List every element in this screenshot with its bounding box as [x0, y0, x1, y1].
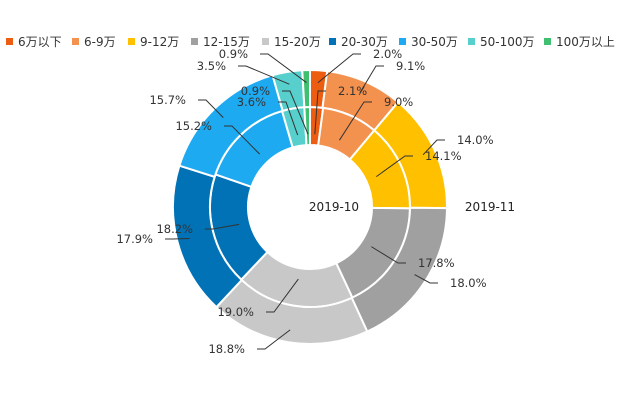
data-labels: 2.1%9.0%14.1%17.8%19.0%18.2%15.2%3.6%0.9…: [116, 47, 493, 356]
legend-item-label[interactable]: 12-15万: [203, 35, 250, 49]
outer-slice-label: 17.9%: [116, 232, 153, 246]
inner-series-name: 2019-10: [309, 200, 359, 214]
inner-label-leader: [339, 101, 372, 141]
outer-slice-label: 14.0%: [457, 133, 494, 147]
outer-slice-label: 3.5%: [197, 59, 226, 73]
legend-item-label[interactable]: 6万以下: [18, 35, 62, 49]
legend-swatch[interactable]: [262, 38, 269, 45]
inner-slice-label: 9.0%: [384, 95, 413, 109]
legend-item-label[interactable]: 15-20万: [274, 35, 321, 49]
inner-slice-label: 19.0%: [217, 305, 254, 319]
outer-label-leader: [414, 274, 438, 284]
inner-label-leader: [224, 125, 261, 155]
inner-slice-label: 0.9%: [241, 84, 270, 98]
rings: [172, 68, 449, 345]
legend-swatch[interactable]: [544, 38, 551, 45]
inner-slice-label: 18.2%: [156, 222, 193, 236]
legend-swatch[interactable]: [399, 38, 406, 45]
outer-label-leader: [317, 53, 361, 84]
outer-ring-slice[interactable]: [301, 68, 311, 109]
legend-item-label[interactable]: 20-30万: [341, 35, 388, 49]
outer-series-name: 2019-11: [465, 200, 515, 214]
inner-label-leader: [371, 246, 406, 264]
outer-slice-label: 0.9%: [219, 47, 248, 61]
inner-label-leader: [266, 278, 299, 313]
legend-item-label[interactable]: 9-12万: [140, 35, 179, 49]
legend-item-label[interactable]: 50-100万: [480, 35, 535, 49]
outer-slice-label: 18.0%: [450, 276, 487, 290]
legend-item-label[interactable]: 100万以上: [556, 35, 615, 49]
legend-swatch[interactable]: [191, 38, 198, 45]
inner-label-leader: [314, 90, 326, 135]
legend-swatch[interactable]: [468, 38, 475, 45]
inner-slice-label: 17.8%: [418, 256, 455, 270]
outer-label-leader: [238, 65, 290, 85]
inner-slice-label: 3.6%: [237, 95, 266, 109]
inner-label-leader: [205, 223, 240, 230]
legend-item-label[interactable]: 30-50万: [411, 35, 458, 49]
legend-swatch[interactable]: [6, 38, 13, 45]
outer-slice-label: 18.8%: [208, 342, 245, 356]
legend-swatch[interactable]: [128, 38, 135, 45]
legend-swatch[interactable]: [72, 38, 79, 45]
inner-ring-slice[interactable]: [303, 105, 311, 147]
outer-slice-label: 9.1%: [396, 59, 425, 73]
outer-slice-label: 2.0%: [373, 47, 402, 61]
outer-label-leader: [359, 65, 384, 94]
outer-label-leader: [260, 53, 307, 83]
inner-label-leader: [282, 90, 309, 135]
outer-label-leader: [257, 329, 291, 350]
inner-label-leader: [278, 101, 299, 136]
legend-swatch[interactable]: [329, 38, 336, 45]
legend: 6万以下 6-9万 9-12万 12-15万 15-20万 20-30万 30-50万 50-…: [6, 35, 615, 49]
outer-slice-label: 15.7%: [149, 93, 186, 107]
inner-label-leader: [376, 155, 413, 178]
inner-slice-label: 2.1%: [338, 84, 367, 98]
inner-slice-label: 15.2%: [175, 119, 212, 133]
legend-item-label[interactable]: 6-9万: [84, 35, 116, 49]
outer-label-leader: [198, 99, 224, 119]
outer-label-leader: [422, 139, 445, 156]
inner-slice-label: 14.1%: [425, 149, 462, 163]
